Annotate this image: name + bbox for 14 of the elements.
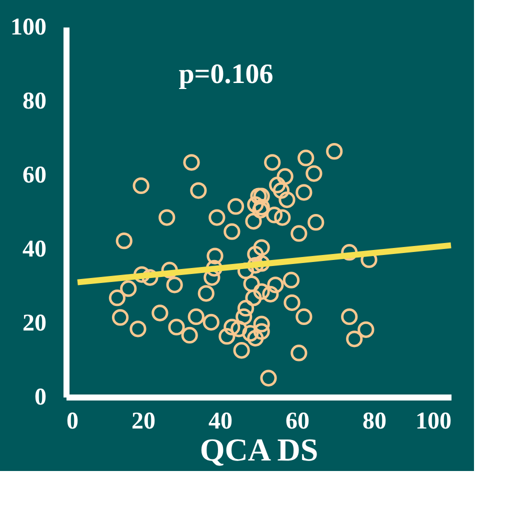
y-tick-label: 80 <box>22 88 46 114</box>
x-tick-label: 0 <box>66 408 78 434</box>
x-tick-label: 80 <box>362 408 386 434</box>
annotation: p=0.106 <box>178 59 274 90</box>
x-tick-label: 100 <box>416 408 452 434</box>
y-tick-label: 20 <box>22 310 46 336</box>
x-tick-label: 40 <box>208 408 232 434</box>
y-tick-label: 0 <box>34 384 46 410</box>
x-tick-label: 20 <box>132 408 156 434</box>
y-tick-label: 100 <box>10 14 46 40</box>
x-tick-label: 60 <box>286 408 310 434</box>
y-tick-label: 60 <box>22 162 46 188</box>
x-axis-title: QCA DS <box>200 432 318 468</box>
y-tick-label: 40 <box>22 236 46 262</box>
